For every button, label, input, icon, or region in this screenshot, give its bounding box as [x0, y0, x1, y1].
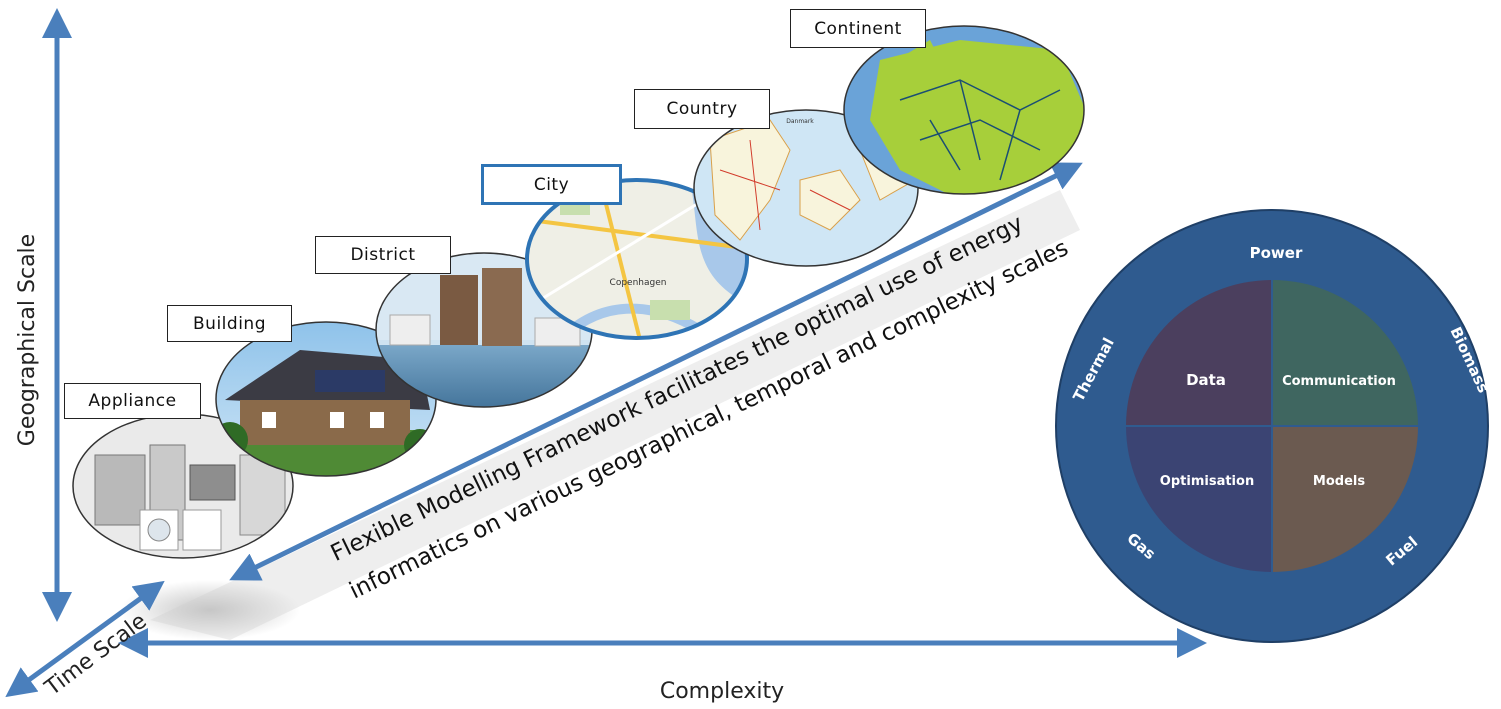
- country-map-text: Danmark: [786, 118, 814, 125]
- energy-carrier-circle: Data Communication Optimisation Models P…: [1055, 209, 1493, 643]
- time-scale-label: Time Scale: [40, 609, 152, 702]
- quadrant-models: [1272, 426, 1418, 572]
- quadrant-label-optimisation: Optimisation: [1160, 474, 1254, 489]
- continent-map-image: [843, 25, 1085, 195]
- time-scale-axis: [5, 580, 165, 698]
- scale-label-building: Building: [167, 305, 292, 342]
- country-map-image: Danmark: [693, 109, 919, 267]
- geographical-scale-label: Geographical Scale: [15, 234, 40, 446]
- scale-label-country: Country: [634, 89, 770, 129]
- quadrant-optimisation: [1126, 426, 1272, 572]
- city-map-text: Copenhagen: [610, 278, 667, 288]
- scale-label-appliance: Appliance: [64, 383, 201, 419]
- complexity-label: Complexity: [660, 679, 784, 704]
- appliance-image: [72, 413, 294, 559]
- quadrant-label-models: Models: [1313, 474, 1365, 489]
- quadrant-label-data: Data: [1186, 371, 1226, 389]
- framework-diagonal-arrow: [229, 162, 1083, 581]
- scale-label-district: District: [315, 236, 451, 274]
- outer-label-power: Power: [1250, 244, 1303, 262]
- quadrant-data: [1126, 280, 1272, 426]
- scale-label-continent: Continent: [790, 9, 926, 48]
- scale-label-city: City: [481, 164, 622, 205]
- quadrant-label-communication: Communication: [1282, 374, 1396, 389]
- quadrant-communication: [1272, 280, 1418, 426]
